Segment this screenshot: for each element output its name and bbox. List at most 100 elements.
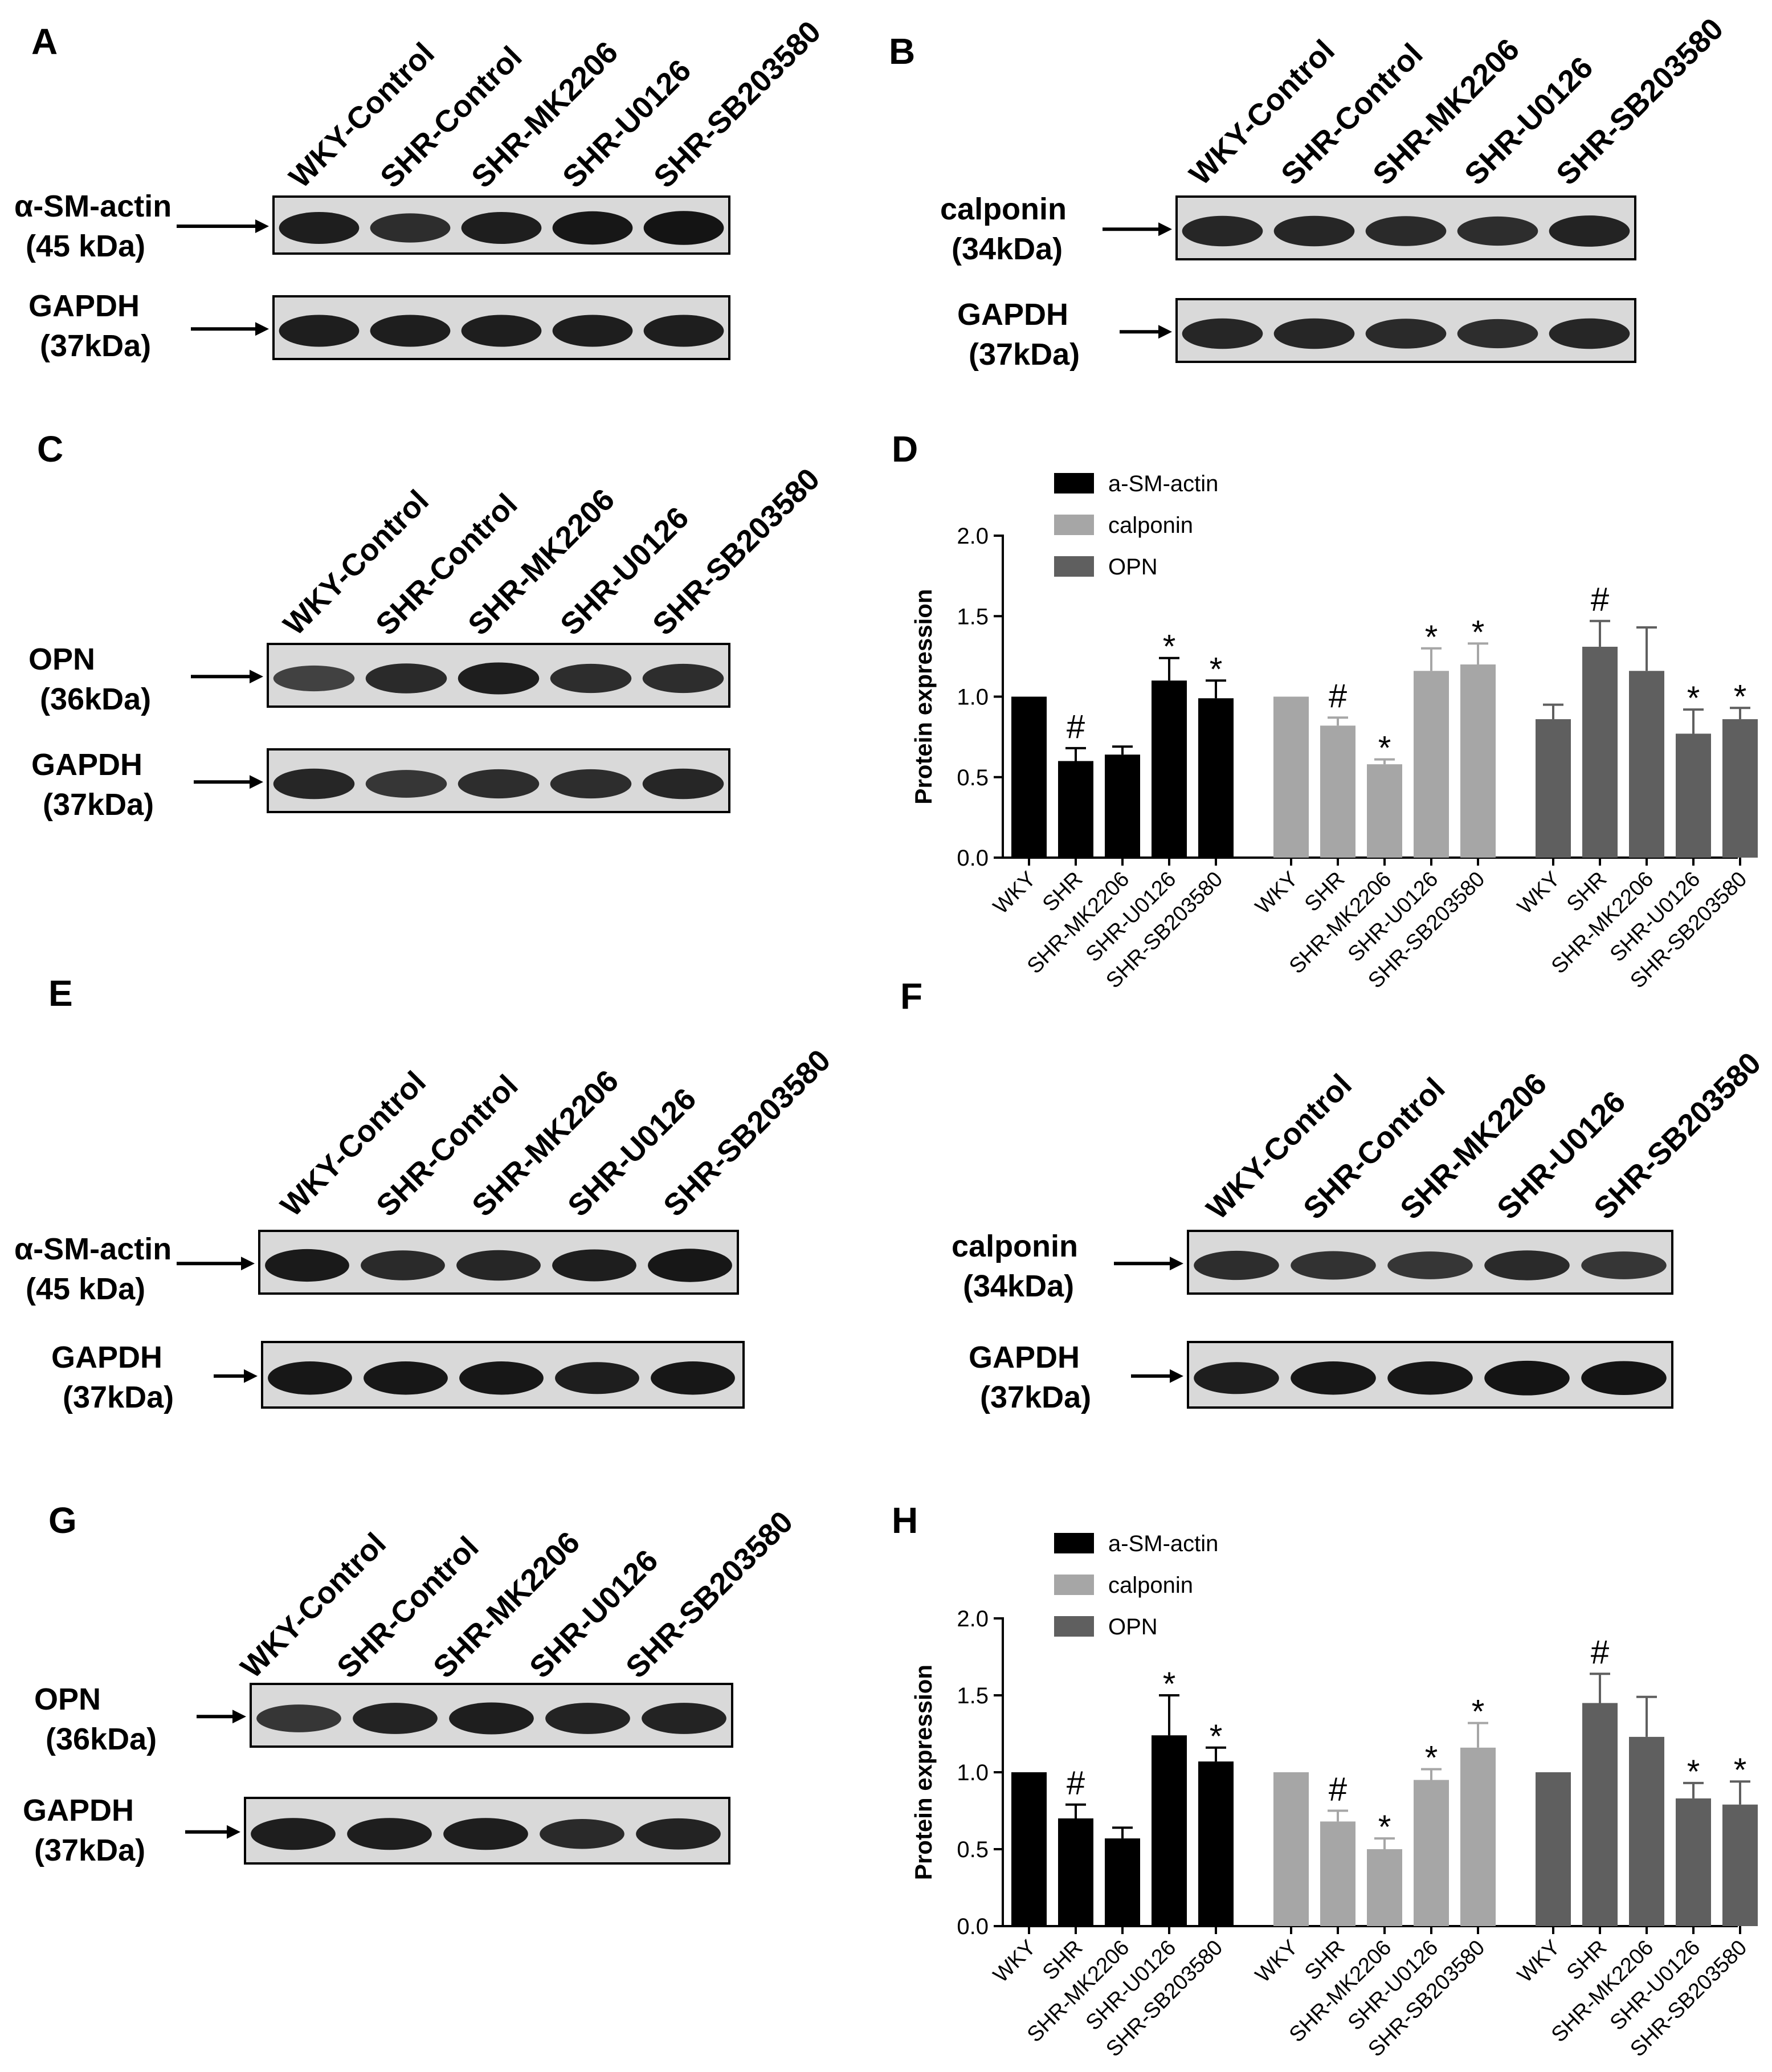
- protein-band: [1387, 1251, 1473, 1279]
- panel-label: B: [889, 31, 915, 72]
- bar-chart-d: Da-SM-actin calponin OPN 0.0 0.5 1.0 1.5 2.0 Pro…: [892, 429, 1758, 993]
- blot-panel-a: A WKY-ControlSHR-ControlSHR-MK2206SHR-U01…: [14, 14, 827, 363]
- lane-label: SHR-SB203580: [619, 1504, 799, 1684]
- protein-band: [1457, 216, 1538, 246]
- protein-band: [1549, 215, 1630, 247]
- protein-band: [550, 769, 632, 799]
- legend-label: OPN: [1108, 554, 1158, 580]
- legend-label: calponin: [1108, 1573, 1193, 1598]
- legend-swatch: [1054, 1533, 1094, 1553]
- bar: [1629, 671, 1664, 858]
- protein-band: [636, 1818, 721, 1850]
- significance-mark: *: [1734, 1752, 1747, 1789]
- protein-band: [370, 213, 451, 243]
- top-protein-label: calponin: [940, 192, 1067, 226]
- significance-mark: *: [1163, 629, 1176, 666]
- protein-band: [1182, 318, 1263, 349]
- y-tick-label: 2.0: [957, 524, 989, 549]
- arrow-icon: [214, 1369, 258, 1383]
- arrow-head: [227, 1825, 240, 1839]
- arrow-icon: [197, 1710, 246, 1724]
- protein-band: [552, 1249, 636, 1282]
- bar: [1414, 671, 1449, 858]
- bottom-kda-label: (37kDa): [40, 329, 151, 363]
- bar: [1536, 1772, 1571, 1926]
- protein-band: [279, 315, 360, 347]
- bottom-kda-label: (37kDa): [969, 337, 1080, 372]
- bar: [1011, 696, 1047, 858]
- arrow-icon: [1114, 1257, 1183, 1271]
- protein-band: [540, 1819, 624, 1849]
- protein-band: [1457, 319, 1538, 349]
- y-tick-label: 1.0: [957, 685, 989, 710]
- bottom-kda-label: (37kDa): [43, 788, 154, 822]
- significance-mark: *: [1210, 651, 1223, 688]
- protein-band: [273, 665, 355, 692]
- protein-band: [459, 1361, 544, 1395]
- bar: [1722, 719, 1758, 858]
- significance-mark: #: [1067, 708, 1085, 745]
- bar: [1198, 1761, 1234, 1926]
- bar: [1198, 698, 1234, 858]
- legend-swatch: [1054, 556, 1094, 577]
- legend-swatch: [1054, 473, 1094, 493]
- protein-band: [550, 663, 632, 694]
- arrow-icon: [177, 219, 269, 233]
- bottom-protein-label: GAPDH: [23, 1793, 134, 1828]
- arrow-icon: [191, 322, 269, 336]
- bottom-protein-label: GAPDH: [51, 1340, 162, 1374]
- panel-label: E: [48, 973, 73, 1014]
- significance-mark: *: [1378, 730, 1391, 767]
- protein-band: [545, 1703, 630, 1734]
- arrow-icon: [177, 1257, 255, 1271]
- significance-mark: #: [1591, 1634, 1609, 1671]
- arrow-head: [241, 1257, 255, 1271]
- protein-band: [1291, 1361, 1376, 1395]
- protein-band: [364, 1361, 448, 1395]
- significance-mark: #: [1329, 678, 1347, 715]
- protein-band: [1291, 1251, 1376, 1280]
- bar: [1676, 1798, 1711, 1926]
- protein-band: [353, 1703, 438, 1734]
- significance-mark: *: [1734, 678, 1747, 715]
- protein-band: [643, 211, 724, 245]
- protein-band: [1182, 215, 1263, 247]
- protein-band: [279, 212, 360, 244]
- bar: [1460, 664, 1496, 858]
- arrow-icon: [1103, 222, 1172, 236]
- top-protein-label: calponin: [952, 1229, 1078, 1263]
- panel-label: F: [900, 976, 922, 1017]
- arrow-head: [1170, 1257, 1183, 1271]
- x-tick-label: WKY: [1513, 867, 1565, 919]
- protein-band: [1581, 1251, 1667, 1279]
- lane-label: SHR-SB203580: [1550, 11, 1730, 191]
- arrow-head: [232, 1710, 246, 1724]
- top-kda-label: (45 kDa): [26, 229, 145, 263]
- arrow-head: [244, 1369, 258, 1383]
- x-tick-label: WKY: [989, 1936, 1040, 1988]
- blot-panel-c: CWKY-ControlSHR-ControlSHR-MK2206SHR-U01…: [28, 429, 826, 822]
- top-protein-label: OPN: [34, 1682, 101, 1716]
- protein-band: [458, 662, 540, 695]
- bar: [1460, 1747, 1496, 1926]
- blot-panel-e: EWKY-ControlSHR-ControlSHR-MK2206SHR-U01…: [14, 973, 837, 1414]
- bar: [1582, 646, 1618, 858]
- protein-band: [361, 1250, 445, 1280]
- significance-mark: *: [1425, 619, 1438, 656]
- y-tick-label: 1.5: [957, 1683, 989, 1708]
- top-protein-label: α-SM-actin: [14, 1232, 172, 1266]
- panel-label: C: [37, 429, 63, 470]
- protein-band: [365, 770, 447, 798]
- bar: [1536, 719, 1571, 858]
- bottom-kda-label: (37kDa): [63, 1380, 174, 1414]
- bar: [1152, 1735, 1187, 1926]
- arrow-icon: [185, 1825, 240, 1839]
- bar: [1105, 1838, 1140, 1926]
- protein-band: [1387, 1361, 1473, 1395]
- legend-swatch: [1054, 515, 1094, 535]
- protein-band: [1484, 1250, 1570, 1280]
- top-kda-label: (34kDa): [963, 1269, 1074, 1303]
- protein-band: [370, 315, 451, 347]
- arrow-head: [1170, 1369, 1183, 1383]
